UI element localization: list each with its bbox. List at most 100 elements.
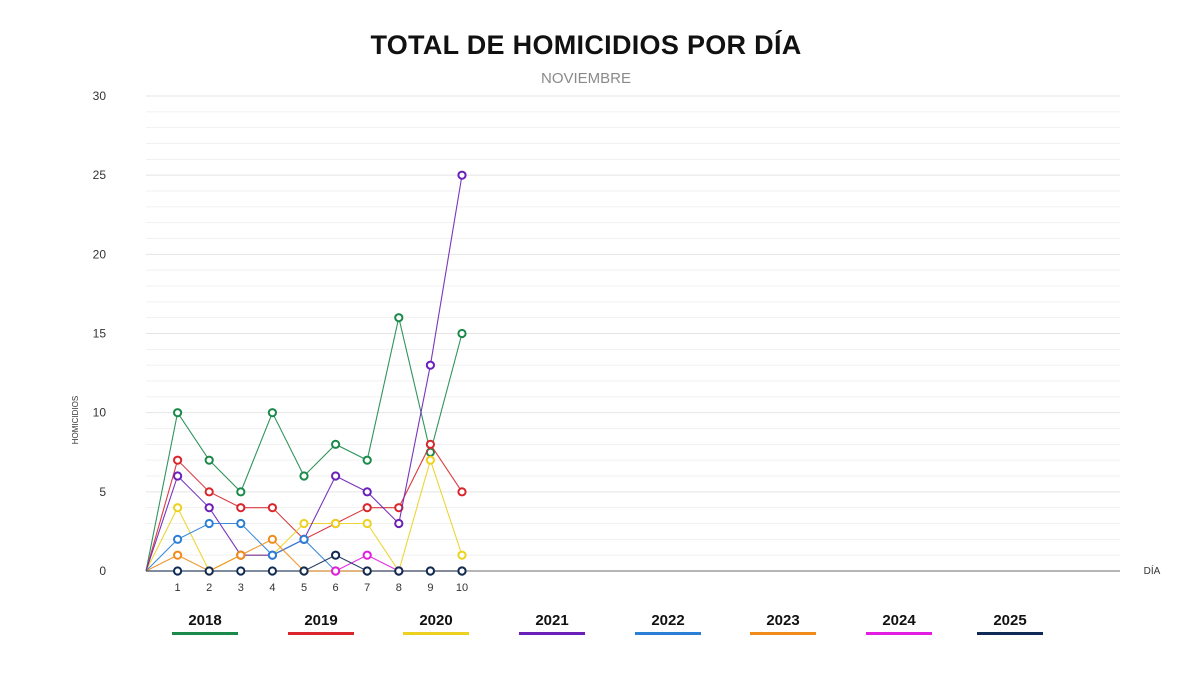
y-tick-label: 5 <box>99 485 106 499</box>
data-point <box>173 471 183 481</box>
x-tick-label: 9 <box>427 582 433 594</box>
legend-label: 2020 <box>419 612 453 629</box>
y-tick-label: 10 <box>93 406 107 420</box>
data-point <box>362 550 372 560</box>
legend-label: 2023 <box>766 612 800 629</box>
legend-item: 2019 <box>288 612 354 635</box>
legend-swatch <box>288 632 354 635</box>
data-point <box>331 439 341 449</box>
data-point <box>362 518 372 529</box>
data-point <box>173 503 183 513</box>
data-point <box>299 566 309 576</box>
data-point <box>394 313 404 323</box>
data-point <box>267 408 277 418</box>
data-point <box>457 550 467 560</box>
x-tick-label: 7 <box>364 582 370 594</box>
data-point <box>425 360 435 370</box>
x-tick-label: 5 <box>301 582 307 594</box>
x-tick-label: 10 <box>456 582 468 594</box>
y-tick-label: 15 <box>93 327 107 341</box>
data-point <box>267 503 277 513</box>
data-point <box>267 534 277 544</box>
data-point <box>204 487 214 497</box>
series-lines <box>145 170 467 576</box>
y-tick-label: 25 <box>93 168 107 182</box>
legend-item: 2024 <box>866 612 932 635</box>
x-tick-label: 6 <box>333 582 339 594</box>
legend-label: 2025 <box>993 612 1027 629</box>
data-point <box>394 566 404 576</box>
data-point <box>394 518 404 529</box>
legend-label: 2022 <box>651 612 685 629</box>
legend-swatch <box>750 632 816 635</box>
x-tick-label: 2 <box>206 582 212 594</box>
data-point <box>204 503 214 513</box>
y-tick-label: 20 <box>93 247 107 261</box>
data-point <box>362 503 372 513</box>
data-point <box>267 566 277 576</box>
data-point <box>425 439 435 449</box>
y-axis-label: HOMICIDIOS <box>71 396 80 444</box>
x-tick-label: 3 <box>238 582 244 594</box>
data-point <box>457 328 467 339</box>
legend-label: 2018 <box>188 612 222 629</box>
legend-swatch <box>866 632 932 635</box>
data-point <box>331 566 341 576</box>
series-2021 <box>145 170 467 572</box>
axis-labels: 0 5 10 15 20 25 30 1 2 3 4 5 6 7 8 9 10 DÍA HOMICIDIOS <box>71 89 1161 594</box>
x-tick-label: 4 <box>269 582 275 594</box>
data-point <box>331 550 341 560</box>
legend-item: 2018 <box>172 612 238 635</box>
data-point <box>173 550 183 560</box>
legend-swatch <box>172 632 238 635</box>
legend-item: 2022 <box>635 612 701 635</box>
legend-label: 2024 <box>882 612 916 629</box>
data-point <box>362 566 372 576</box>
data-point <box>204 566 214 576</box>
series-2022 <box>145 518 467 576</box>
data-point <box>204 518 214 529</box>
legend-label: 2019 <box>304 612 338 629</box>
legend-label: 2021 <box>535 612 569 629</box>
data-point <box>173 455 183 465</box>
legend: 2018 2019 2020 2021 2022 2023 2024 2025 <box>0 612 1200 652</box>
data-point <box>267 550 277 560</box>
legend-item: 2023 <box>750 612 816 635</box>
data-point <box>425 455 435 465</box>
data-point <box>331 471 341 481</box>
data-point <box>236 566 246 576</box>
data-point <box>236 503 246 513</box>
data-point <box>204 455 214 465</box>
grid-lines <box>146 95 1120 556</box>
y-tick-label: 30 <box>93 89 107 103</box>
data-point <box>362 455 372 465</box>
legend-item: 2025 <box>977 612 1043 635</box>
chart-title: TOTAL DE HOMICIDIOS POR DÍA <box>370 30 802 60</box>
y-tick-label: 0 <box>99 564 106 578</box>
data-point <box>299 471 309 481</box>
x-axis-label: DÍA <box>1144 564 1161 577</box>
chart-subtitle: NOVIEMBRE <box>540 70 631 87</box>
series-2025 <box>146 550 467 576</box>
legend-swatch <box>519 632 585 635</box>
legend-item: 2021 <box>519 612 585 635</box>
legend-swatch <box>635 632 701 635</box>
data-point <box>425 566 435 576</box>
data-point <box>173 566 183 576</box>
data-point <box>457 487 467 497</box>
data-point <box>299 534 309 544</box>
data-point <box>457 566 467 576</box>
legend-swatch <box>977 632 1043 635</box>
data-point <box>173 534 183 544</box>
series-line <box>145 175 463 572</box>
data-point <box>299 518 309 529</box>
data-point <box>236 550 246 560</box>
data-point <box>457 170 467 180</box>
data-point <box>236 487 246 497</box>
series-2018 <box>145 313 467 572</box>
legend-item: 2020 <box>403 612 469 635</box>
data-point <box>362 487 372 497</box>
data-point <box>236 518 246 529</box>
data-point <box>173 408 183 418</box>
